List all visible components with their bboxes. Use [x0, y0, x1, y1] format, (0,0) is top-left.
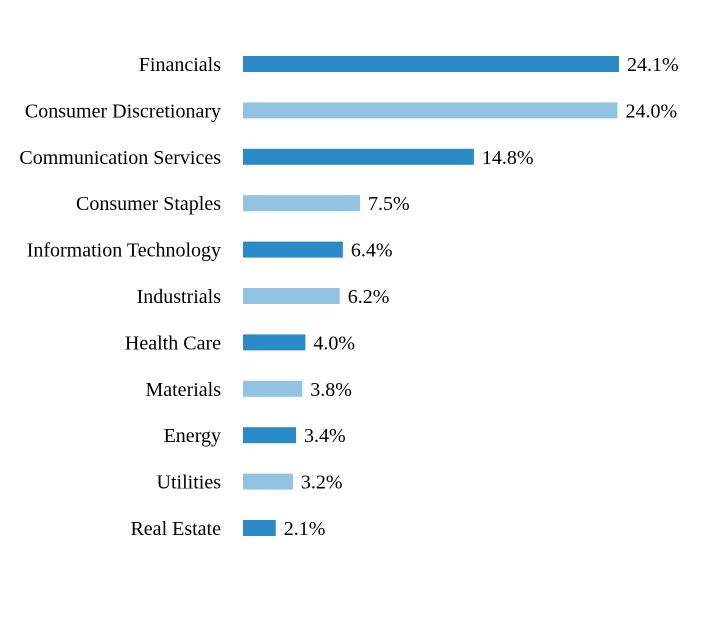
category-labels-group: Financials Consumer Discretionary Communic…	[19, 54, 221, 540]
bar-utilities	[243, 473, 293, 490]
value-label-financials: 24.1%	[627, 54, 679, 76]
value-labels-group: 24.1% 24.0% 14.8% 7.5% 6.4% 6.2% 4.0% 3.8% 3.4% 3…	[284, 54, 679, 540]
value-label-materials: 3.8%	[310, 379, 352, 401]
category-label-financials: Financials	[139, 54, 221, 76]
value-label-consumer-discretionary: 24.0%	[625, 100, 677, 122]
category-label-health-care: Health Care	[125, 332, 221, 354]
bar-energy	[243, 427, 297, 444]
value-label-health-care: 4.0%	[313, 332, 355, 354]
value-label-information-technology: 6.4%	[351, 240, 393, 262]
category-label-information-technology: Information Technology	[27, 240, 221, 262]
bar-health-care	[243, 334, 306, 351]
category-label-consumer-staples: Consumer Staples	[76, 193, 221, 215]
bar-consumer-staples	[243, 195, 361, 212]
bar-information-technology	[243, 241, 343, 258]
bar-communication-services	[243, 148, 474, 165]
bar-industrials	[243, 288, 340, 304]
category-label-energy: Energy	[164, 425, 221, 447]
bars-group	[243, 56, 619, 536]
value-label-communication-services: 14.8%	[482, 147, 534, 169]
category-label-industrials: Industrials	[137, 286, 222, 308]
category-label-consumer-discretionary: Consumer Discretionary	[25, 100, 221, 122]
bar-financials	[243, 56, 619, 72]
bar-real-estate	[243, 520, 276, 536]
bar-materials	[243, 380, 303, 397]
value-label-utilities: 3.2%	[301, 472, 343, 494]
bar-consumer-discretionary	[243, 102, 618, 119]
value-label-industrials: 6.2%	[348, 286, 390, 308]
category-label-materials: Materials	[145, 379, 221, 401]
value-label-real-estate: 2.1%	[284, 518, 326, 540]
category-label-communication-services: Communication Services	[19, 147, 221, 169]
category-label-real-estate: Real Estate	[130, 518, 221, 540]
value-label-consumer-staples: 7.5%	[368, 193, 410, 215]
value-label-energy: 3.4%	[304, 425, 346, 447]
category-label-utilities: Utilities	[157, 472, 222, 494]
